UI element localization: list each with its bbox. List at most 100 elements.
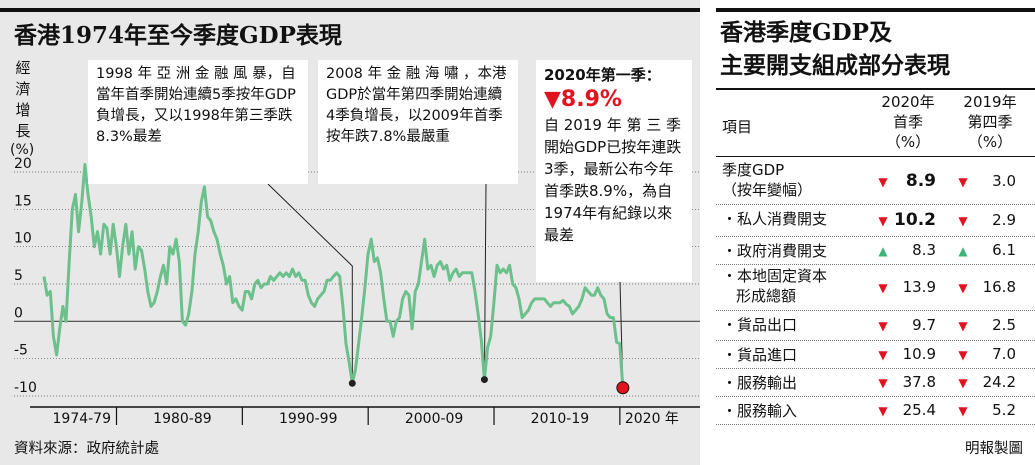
up-triangle-icon: ▲ xyxy=(958,244,968,258)
row-value: 25.4 xyxy=(902,401,936,419)
gdp-line-chart: 20 15 10 5 0 -5 -10 1974-79 1980-89 1990-99 2000-… xyxy=(14,156,700,427)
row-label: ・服務輸入 xyxy=(722,401,872,421)
row-value-cell: ▼ 37.8 xyxy=(874,372,936,393)
annotation-leader-line xyxy=(483,183,487,380)
y-tick-label: -5 xyxy=(14,343,28,359)
chart-title: 香港1974年至今季度GDP表現 xyxy=(14,22,342,49)
row-value: 10.2 xyxy=(894,210,936,230)
y-axis-unit: (%) xyxy=(10,142,35,158)
latest-quarter-marker xyxy=(616,381,630,395)
table-row: ・貨品出口 ▼ 9.7 ▼ 2.5 xyxy=(716,310,1035,341)
row-value-cell: ▲ 8.3 xyxy=(874,240,936,261)
row-label: ・服務輸出 xyxy=(722,373,872,393)
row-label: ・政府消費開支 xyxy=(722,241,872,261)
row-value-cell: ▼ 8.9 xyxy=(874,171,936,192)
row-value-cell: ▼ 24.2 xyxy=(954,372,1016,393)
down-triangle-icon: ▼ xyxy=(878,404,888,418)
y-tick-label: -10 xyxy=(14,380,37,396)
row-label-line2: 形成總額 xyxy=(736,287,797,305)
row-label: ・貨品出口 xyxy=(722,315,872,335)
annotation-2020-value: ▼8.9% xyxy=(544,87,622,112)
y-tick-label: 15 xyxy=(14,193,32,209)
y-tick-label: 0 xyxy=(14,305,23,321)
col2-line: 第四季 xyxy=(967,113,1013,131)
table-row: 季度GDP （按年變幅） ▼ 8.9 ▼ 3.0 xyxy=(716,158,1035,205)
row-label-line1: ・私人消費開支 xyxy=(722,210,828,228)
table-title-line1: 香港季度GDP及 xyxy=(720,19,892,46)
annotation-2020-text: 自 2019 年 第 三 季開始GDP已按年連跌3季，最新公布今年首季跌8.9%… xyxy=(544,116,682,244)
row-label-line1: ・服務輸入 xyxy=(722,402,798,420)
annotation-leader-line-bent xyxy=(267,183,353,384)
y-tick-label: 10 xyxy=(14,231,32,247)
col1-line: （%） xyxy=(885,133,931,151)
table-divider xyxy=(716,156,1035,157)
row-label: ・貨品進口 xyxy=(722,345,872,365)
table-title: 香港季度GDP及 主要開支組成部分表現 xyxy=(720,16,950,82)
row-label-line1: 季度GDP xyxy=(722,161,785,179)
row-label-line1: ・本地固定資本 xyxy=(722,267,828,285)
annotation-2008: 2008 年 金 融 海 嘯 ，本港GDP於當年第四季開始連續4季負增長，以20… xyxy=(318,60,518,184)
annotation-2020-heading: 2020年第一季： xyxy=(544,66,661,84)
row-value-cell: ▼ 5.2 xyxy=(954,400,1016,421)
column-header-2020q1: 2020年 首季 （%） xyxy=(866,92,950,152)
column-header-item: 項目 xyxy=(722,118,753,136)
x-tick-label: 2020 年 xyxy=(625,411,679,427)
row-value-cell: ▼ 13.9 xyxy=(874,277,936,298)
down-triangle-icon: ▼ xyxy=(958,175,968,189)
row-value: 37.8 xyxy=(902,373,936,391)
down-triangle-icon: ▼ xyxy=(878,281,888,295)
row-value-cell: ▼ 9.7 xyxy=(874,315,936,336)
y-label-char: 經 xyxy=(15,59,31,77)
y-axis-label: 經 濟 增 長 xyxy=(12,58,34,142)
row-value: 16.8 xyxy=(982,278,1016,296)
y-label-char: 增 xyxy=(15,101,31,119)
x-tick-label: 1990-99 xyxy=(279,411,338,427)
col2-line: 2019年 xyxy=(963,93,1017,111)
table-title-line2: 主要開支組成部分表現 xyxy=(720,52,950,79)
annotation-1998: 1998 年 亞 洲 金 融 風 暴，自當年首季開始連續5季按年GDP負增長，又… xyxy=(88,60,308,184)
table-header-rule xyxy=(716,88,1035,90)
row-value: 13.9 xyxy=(902,278,936,296)
row-label-line1: ・貨品出口 xyxy=(722,316,798,334)
col2-line: （%） xyxy=(967,133,1013,151)
table-row: ・私人消費開支 ▼ 10.2 ▼ 2.9 xyxy=(716,204,1035,237)
row-label-line1: ・貨品進口 xyxy=(722,346,798,364)
column-header-2019q4: 2019年 第四季 （%） xyxy=(950,92,1030,152)
source-note: 資料來源：政府統計處 xyxy=(14,441,159,457)
row-label: ・本地固定資本形成總額 xyxy=(722,266,872,306)
x-tick-label: 2000-09 xyxy=(405,411,464,427)
down-triangle-icon: ▼ xyxy=(958,281,968,295)
col1-line: 2020年 xyxy=(881,93,935,111)
row-value-cell: ▼ 7.0 xyxy=(954,344,1016,365)
table-title-rule xyxy=(716,8,1035,12)
row-value-cell: ▼ 10.9 xyxy=(874,344,936,365)
row-label-line1: ・服務輸出 xyxy=(722,374,798,392)
y-label-char: 濟 xyxy=(15,80,31,98)
row-value: 6.1 xyxy=(992,241,1016,259)
down-triangle-icon: ▼ xyxy=(958,214,968,228)
col1-line: 首季 xyxy=(892,113,923,131)
row-value-cell: ▼ 25.4 xyxy=(874,400,936,421)
row-value-cell: ▼ 2.9 xyxy=(954,210,1016,231)
down-triangle-icon: ▼ xyxy=(958,319,968,333)
title-rule xyxy=(0,8,700,12)
row-label: 季度GDP （按年變幅） xyxy=(722,160,872,200)
row-value: 8.9 xyxy=(905,171,936,191)
row-label-line1: ・政府消費開支 xyxy=(722,242,828,260)
y-tick-label: 5 xyxy=(14,268,23,284)
trough-marker xyxy=(480,376,488,384)
down-triangle-icon: ▼ xyxy=(878,376,888,390)
annotation-2020: 2020年第一季： ▼8.9% 自 2019 年 第 三 季開始GDP已按年連跌… xyxy=(536,60,692,282)
down-triangle-icon: ▼ xyxy=(958,404,968,418)
row-value-cell: ▼ 3.0 xyxy=(954,171,1016,192)
y-label-char: 長 xyxy=(15,122,31,140)
row-value: 9.7 xyxy=(912,316,936,334)
x-tick-label: 2010-19 xyxy=(531,411,590,427)
down-triangle-icon: ▼ xyxy=(878,175,888,189)
gdp-growth-series-line xyxy=(42,163,625,388)
row-value: 8.3 xyxy=(912,241,936,259)
row-value: 10.9 xyxy=(902,345,936,363)
row-value: 24.2 xyxy=(982,373,1016,391)
row-value: 2.5 xyxy=(992,316,1016,334)
down-triangle-icon: ▼ xyxy=(878,214,888,228)
